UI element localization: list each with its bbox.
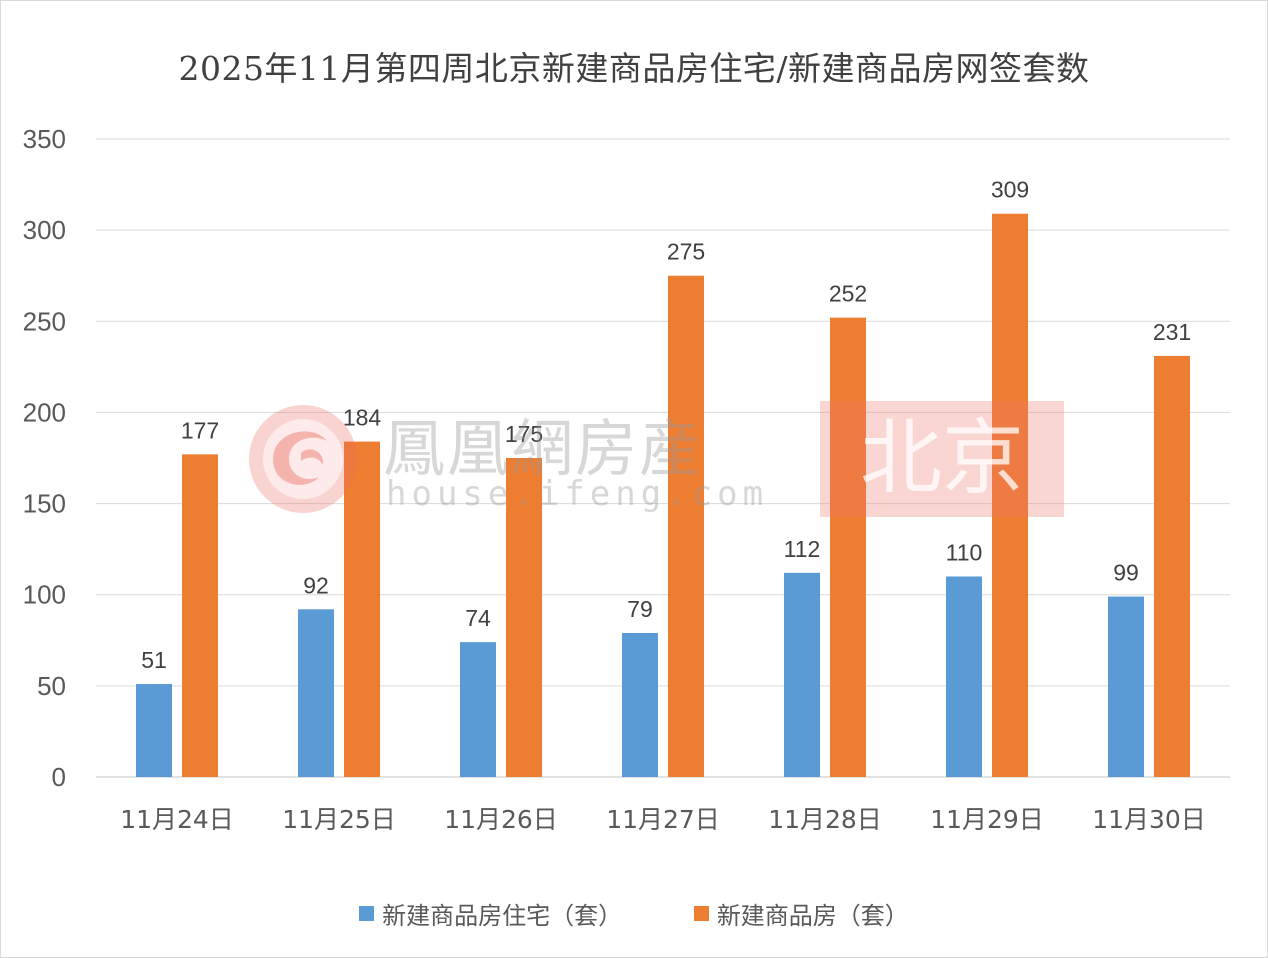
bar-all — [992, 213, 1028, 778]
x-axis-ticks: 11月24日 11月25日 11月26日 11月27日 11月28日 11月29日 11月3… — [120, 805, 1206, 834]
bar-all — [668, 275, 704, 777]
bar-all — [182, 454, 218, 777]
bar-residential — [136, 684, 172, 777]
data-label: 175 — [505, 421, 543, 447]
bar-all — [344, 441, 380, 777]
bar-residential — [1108, 596, 1144, 777]
x-tick-label: 11月24日 — [120, 805, 234, 834]
data-label: 177 — [181, 417, 219, 443]
legend-label-all: 新建商品房（套） — [716, 902, 909, 930]
x-tick-label: 11月26日 — [444, 805, 558, 834]
bar-residential — [298, 609, 334, 777]
data-label: 79 — [627, 596, 653, 622]
x-tick-label: 11月30日 — [1092, 805, 1206, 834]
bars — [136, 213, 1190, 778]
bar-all — [830, 317, 866, 777]
legend-item-all: 新建商品房（套） — [693, 896, 909, 931]
y-tick-label: 350 — [23, 124, 66, 154]
x-tick-label: 11月28日 — [768, 805, 882, 834]
gridlines — [96, 138, 1230, 778]
y-tick-label: 0 — [52, 762, 66, 792]
bar-residential — [460, 642, 496, 777]
y-tick-label: 150 — [23, 489, 66, 519]
data-labels: 51 177 92 184 74 175 79 275 112 252 110 309 99 231 — [141, 177, 1191, 673]
bar-residential — [946, 576, 982, 777]
data-label: 184 — [343, 405, 382, 431]
bar-all — [506, 458, 542, 777]
legend-swatch-all — [693, 906, 709, 921]
legend-item-residential: 新建商品房住宅（套） — [359, 896, 622, 931]
y-tick-label: 300 — [23, 215, 66, 245]
data-label: 92 — [303, 572, 329, 598]
y-tick-label: 250 — [23, 306, 66, 336]
y-axis-ticks: 0 50 100 150 200 250 300 350 — [23, 124, 66, 792]
legend: 新建商品房住宅（套） 新建商品房（套） — [0, 896, 1268, 931]
data-label: 99 — [1113, 560, 1139, 586]
y-tick-label: 200 — [23, 397, 66, 427]
data-label: 110 — [946, 539, 983, 565]
legend-swatch-residential — [359, 906, 375, 921]
data-label: 231 — [1153, 319, 1191, 345]
bar-residential — [784, 572, 820, 777]
y-tick-label: 50 — [37, 671, 66, 701]
legend-label-residential: 新建商品房住宅（套） — [382, 902, 623, 930]
data-label: 74 — [465, 605, 491, 631]
data-label: 252 — [829, 281, 867, 307]
bar-residential — [622, 632, 658, 777]
data-label: 275 — [667, 239, 705, 265]
bar-all — [1154, 355, 1190, 777]
data-label: 51 — [141, 647, 167, 673]
x-tick-label: 11月29日 — [930, 805, 1044, 834]
chart-title: 2025年11月第四周北京新建商品房住宅/新建商品房网签套数 — [178, 49, 1090, 88]
y-tick-label: 100 — [23, 580, 66, 610]
data-label: 112 — [784, 536, 821, 562]
x-tick-label: 11月25日 — [282, 805, 396, 834]
data-label: 309 — [991, 177, 1029, 203]
x-tick-label: 11月27日 — [606, 805, 720, 834]
